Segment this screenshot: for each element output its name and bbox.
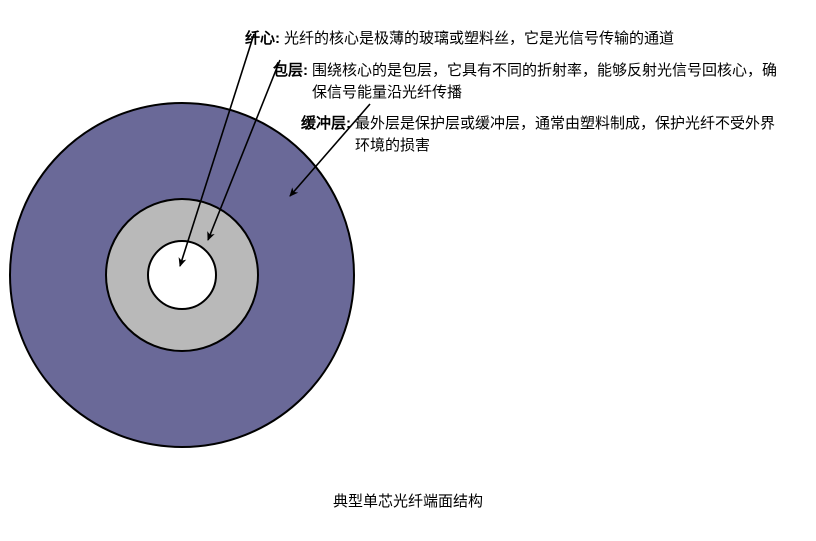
label-cladding: 包层: 围绕核心的是包层，它具有不同的折射率，能够反射光信号回核心，确保信号能量… xyxy=(273,60,785,104)
label-buffer: 缓冲层: 最外层是保护层或缓冲层，通常由塑料制成，保护光纤不受外界环境的损害 xyxy=(301,113,785,157)
labels-block: 纤心: 光纤的核心是极薄的玻璃或塑料丝，它是光信号传输的通道 包层: 围绕核心的… xyxy=(245,28,785,157)
label-core-desc: 光纤的核心是极薄的玻璃或塑料丝，它是光信号传输的通道 xyxy=(284,28,674,50)
label-buffer-desc: 最外层是保护层或缓冲层，通常由塑料制成，保护光纤不受外界环境的损害 xyxy=(355,113,785,157)
diagram-caption: 典型单芯光纤端面结构 xyxy=(0,490,816,511)
label-cladding-desc: 围绕核心的是包层，它具有不同的折射率，能够反射光信号回核心，确保信号能量沿光纤传… xyxy=(312,60,785,104)
label-buffer-term: 缓冲层: xyxy=(301,113,351,135)
label-core-term: 纤心: xyxy=(245,28,280,50)
label-core: 纤心: 光纤的核心是极薄的玻璃或塑料丝，它是光信号传输的通道 xyxy=(245,28,785,50)
caption-text: 典型单芯光纤端面结构 xyxy=(333,493,483,510)
label-cladding-term: 包层: xyxy=(273,60,308,82)
core-layer-circle xyxy=(148,241,216,309)
